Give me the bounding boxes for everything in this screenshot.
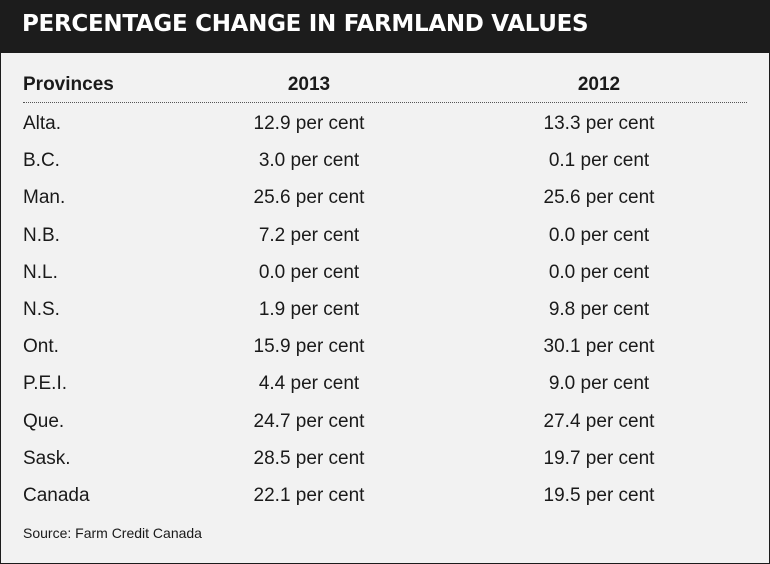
table-row: Ont. 15.9 per cent 30.1 per cent [1, 336, 769, 373]
cell-province: N.S. [23, 299, 60, 320]
table-row: N.B. 7.2 per cent 0.0 per cent [1, 225, 769, 262]
source-note: Source: Farm Credit Canada [23, 525, 202, 541]
table-row: Sask. 28.5 per cent 19.7 per cent [1, 448, 769, 485]
cell-2013-value: 25.6 per cent [253, 187, 365, 209]
cell-province: Ont. [23, 336, 59, 358]
cell-2012-value: 0.1 per cent [548, 150, 650, 172]
cell-province: B.C. [23, 150, 60, 172]
table-row: N.S. 1.9 per cent 9.8 per cent [1, 299, 769, 336]
cell-2013-value: 15.9 per cent [253, 336, 365, 358]
cell-2013-value: 0.0 per cent [258, 261, 360, 283]
cell-province: Sask. [23, 447, 71, 469]
cell-2013-value: 4.4 per cent [258, 373, 360, 395]
cell-2013-value: 24.7 per cent [253, 410, 365, 432]
cell-2013-value: 28.5 per cent [253, 447, 365, 469]
header-provinces: Provinces [23, 74, 114, 95]
cell-province: P.E.I. [23, 373, 68, 395]
cell-2012-value: 30.1 per cent [543, 336, 655, 358]
table-row: Que. 24.7 per cent 27.4 per cent [1, 411, 769, 448]
header-2012-label: 2012 [577, 74, 621, 95]
cell-2012-value: 25.6 per cent [543, 187, 655, 209]
table-row: P.E.I. 4.4 per cent 9.0 per cent [1, 373, 769, 410]
cell-province: Canada [23, 485, 90, 506]
table-row: N.L. 0.0 per cent 0.0 per cent [1, 262, 769, 299]
header-divider [23, 102, 747, 103]
cell-2013-value: 7.2 per cent [258, 224, 360, 246]
cell-province: Alta. [23, 113, 62, 134]
cell-2012-value: 0.0 per cent [548, 261, 650, 283]
cell-2012-value: 27.4 per cent [543, 410, 655, 432]
cell-province: N.B. [23, 224, 60, 246]
cell-2012-value: 13.3 per cent [543, 113, 655, 134]
table-title: PERCENTAGE CHANGE IN FARMLAND VALUES [22, 11, 589, 37]
header-2013-label: 2013 [287, 74, 331, 95]
cell-province: Que. [23, 410, 65, 432]
cell-2012-value: 9.8 per cent [548, 299, 650, 320]
cell-2012-value: 19.5 per cent [543, 485, 655, 506]
cell-province: N.L. [23, 261, 58, 283]
cell-2012-value: 0.0 per cent [548, 224, 650, 246]
title-bar: PERCENTAGE CHANGE IN FARMLAND VALUES [1, 1, 769, 53]
cell-2013-value: 12.9 per cent [253, 113, 365, 134]
table-row: Man. 25.6 per cent 25.6 per cent [1, 187, 769, 224]
cell-2013-value: 3.0 per cent [258, 150, 360, 172]
table-row: Alta. 12.9 per cent 13.3 per cent [1, 113, 769, 150]
cell-province: Man. [23, 187, 66, 209]
cell-2012-value: 19.7 per cent [543, 447, 655, 469]
cell-2013-value: 1.9 per cent [258, 299, 360, 320]
cell-2013-value: 22.1 per cent [253, 485, 365, 506]
table-row: B.C. 3.0 per cent 0.1 per cent [1, 150, 769, 187]
cell-2012-value: 9.0 per cent [548, 373, 650, 395]
table-row: Canada 22.1 per cent 19.5 per cent [1, 485, 769, 522]
